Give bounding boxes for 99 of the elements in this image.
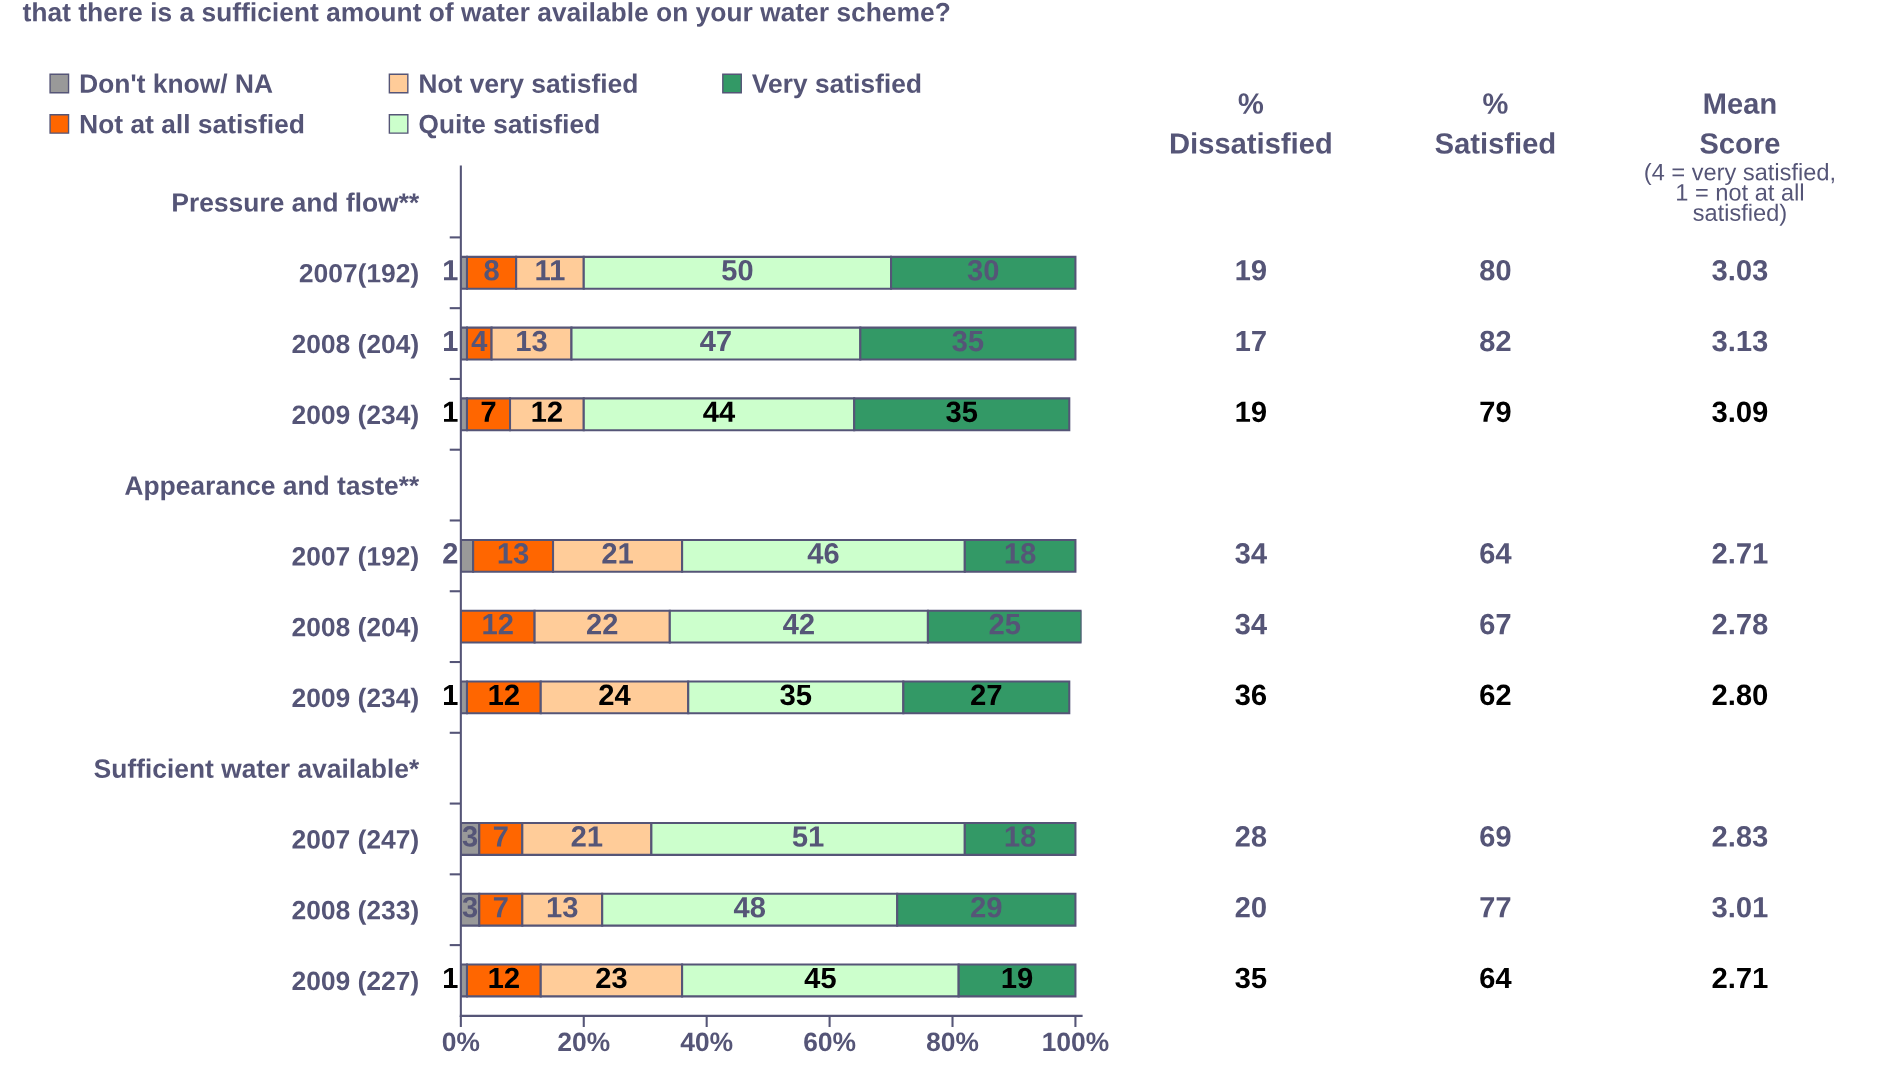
data-label: 20	[1235, 896, 1266, 918]
data-label: 17	[1236, 331, 1266, 352]
data-label: 3.13	[1712, 330, 1768, 352]
data-label: 12	[532, 401, 562, 422]
data-label: 64	[1480, 543, 1512, 564]
legend-label: Don't know/ NA	[80, 73, 273, 94]
data-label: 30	[967, 259, 999, 281]
text: (4 = very satisfied, 1 = not at all satisfied)	[1645, 163, 1834, 226]
category-label: Mean Score	[1700, 93, 1780, 154]
y-tick-label: 2009 (227)	[292, 970, 418, 996]
y-tick-label: 2007 (247)	[292, 829, 418, 854]
data-label: 3	[462, 896, 478, 918]
data-label: 19	[1236, 401, 1267, 423]
data-label: 62	[1480, 684, 1511, 706]
data-label: 35	[946, 401, 978, 423]
data-label: 82	[1480, 330, 1511, 352]
data-label: 1	[444, 331, 458, 352]
x-tick-label: 0%	[442, 1032, 480, 1052]
data-label: 13	[498, 543, 529, 564]
data-label: 47	[700, 331, 731, 352]
data-label: 3.01	[1712, 896, 1768, 918]
data-label: 1	[444, 401, 458, 422]
data-label: 2.83	[1712, 826, 1768, 847]
data-label: 35	[1235, 967, 1267, 989]
legend-label: Not very satisfied	[420, 73, 637, 99]
x-tick-label: 100%	[1043, 1032, 1109, 1052]
data-label: 18	[1005, 543, 1036, 564]
data-label: 7	[493, 897, 508, 918]
data-label: 1	[444, 967, 458, 989]
data-label: 27	[971, 684, 1002, 705]
data-label: 24	[599, 684, 631, 705]
y-tick-label: 2009 (234)	[292, 687, 418, 713]
y-tick-label: 2007(192)	[299, 263, 418, 288]
data-label: 51	[792, 826, 824, 847]
data-label: 12	[489, 684, 519, 705]
data-label: 42	[783, 613, 814, 635]
y-tick-label: 2008 (204)	[292, 617, 418, 642]
data-label: 80	[1480, 259, 1511, 281]
data-label: 4	[471, 331, 488, 352]
data-label: 46	[807, 543, 839, 564]
x-tick-label: 80%	[926, 1032, 979, 1052]
data-label: 69	[1480, 826, 1511, 847]
data-label: 48	[733, 896, 766, 918]
chart-title: that there is a sufficient amount of water available on your water scheme?	[22, 2, 950, 27]
data-label: 35	[780, 684, 812, 706]
data-label: 34	[1235, 543, 1267, 564]
data-label: 21	[602, 543, 633, 564]
data-label: 29	[971, 896, 1002, 918]
y-tick-label: 2009 (234)	[292, 404, 418, 430]
legend-label: Very satisfied	[752, 73, 921, 99]
x-tick-label: 60%	[804, 1032, 856, 1052]
data-label: 2.80	[1712, 684, 1768, 706]
data-label: 50	[722, 259, 753, 281]
data-label: 11	[536, 260, 565, 281]
data-label: 67	[1480, 613, 1511, 635]
y-tick-label: Sufficient water available*	[94, 758, 420, 778]
data-label: 25	[989, 613, 1021, 635]
data-label: 28	[1235, 826, 1267, 847]
data-label: 64	[1480, 967, 1512, 989]
data-label: 3	[462, 826, 478, 847]
y-tick-label: 2008 (204)	[292, 333, 418, 359]
data-label: 79	[1480, 401, 1511, 423]
data-label: 45	[804, 967, 836, 989]
data-label: 12	[489, 967, 519, 989]
data-label: 7	[481, 401, 496, 422]
data-label: 13	[517, 330, 547, 352]
data-label: 22	[586, 613, 618, 635]
data-label: 77	[1480, 897, 1511, 918]
category-label: % Dissatisfied	[1170, 93, 1331, 154]
data-label: 23	[596, 967, 627, 989]
data-label: 1	[444, 260, 458, 281]
data-label: 2.78	[1712, 613, 1768, 635]
data-label: 12	[483, 613, 513, 635]
data-label: 35	[952, 330, 984, 352]
y-tick-label: 2008 (233)	[292, 900, 418, 925]
category-label: % Satisfied	[1435, 93, 1555, 154]
data-label: 7	[493, 826, 508, 847]
legend-label: Quite satisfied	[419, 114, 599, 139]
data-label: 36	[1235, 684, 1267, 706]
data-label: 44	[703, 401, 736, 422]
data-label: 1	[444, 684, 458, 705]
x-tick-label: 40%	[680, 1032, 733, 1052]
data-label: 19	[1002, 967, 1033, 989]
data-label: 21	[571, 826, 603, 847]
data-label: 3.09	[1712, 401, 1768, 423]
data-label: 3.03	[1712, 259, 1768, 281]
data-label: 19	[1236, 259, 1267, 281]
data-label: 2.71	[1712, 967, 1768, 989]
data-label: 2	[443, 543, 458, 564]
y-tick-label: Pressure and flow**	[173, 192, 420, 212]
data-label: 13	[547, 896, 578, 918]
legend-label: Not at all satisfied	[80, 114, 304, 134]
data-label: 8	[484, 259, 499, 281]
data-label: 18	[1005, 826, 1036, 847]
x-tick-label: 20%	[558, 1032, 610, 1052]
y-tick-label: 2007 (192)	[292, 546, 418, 571]
data-label: 2.71	[1712, 543, 1768, 564]
data-label: 34	[1235, 613, 1267, 635]
y-tick-label: Appearance and taste**	[125, 475, 420, 501]
